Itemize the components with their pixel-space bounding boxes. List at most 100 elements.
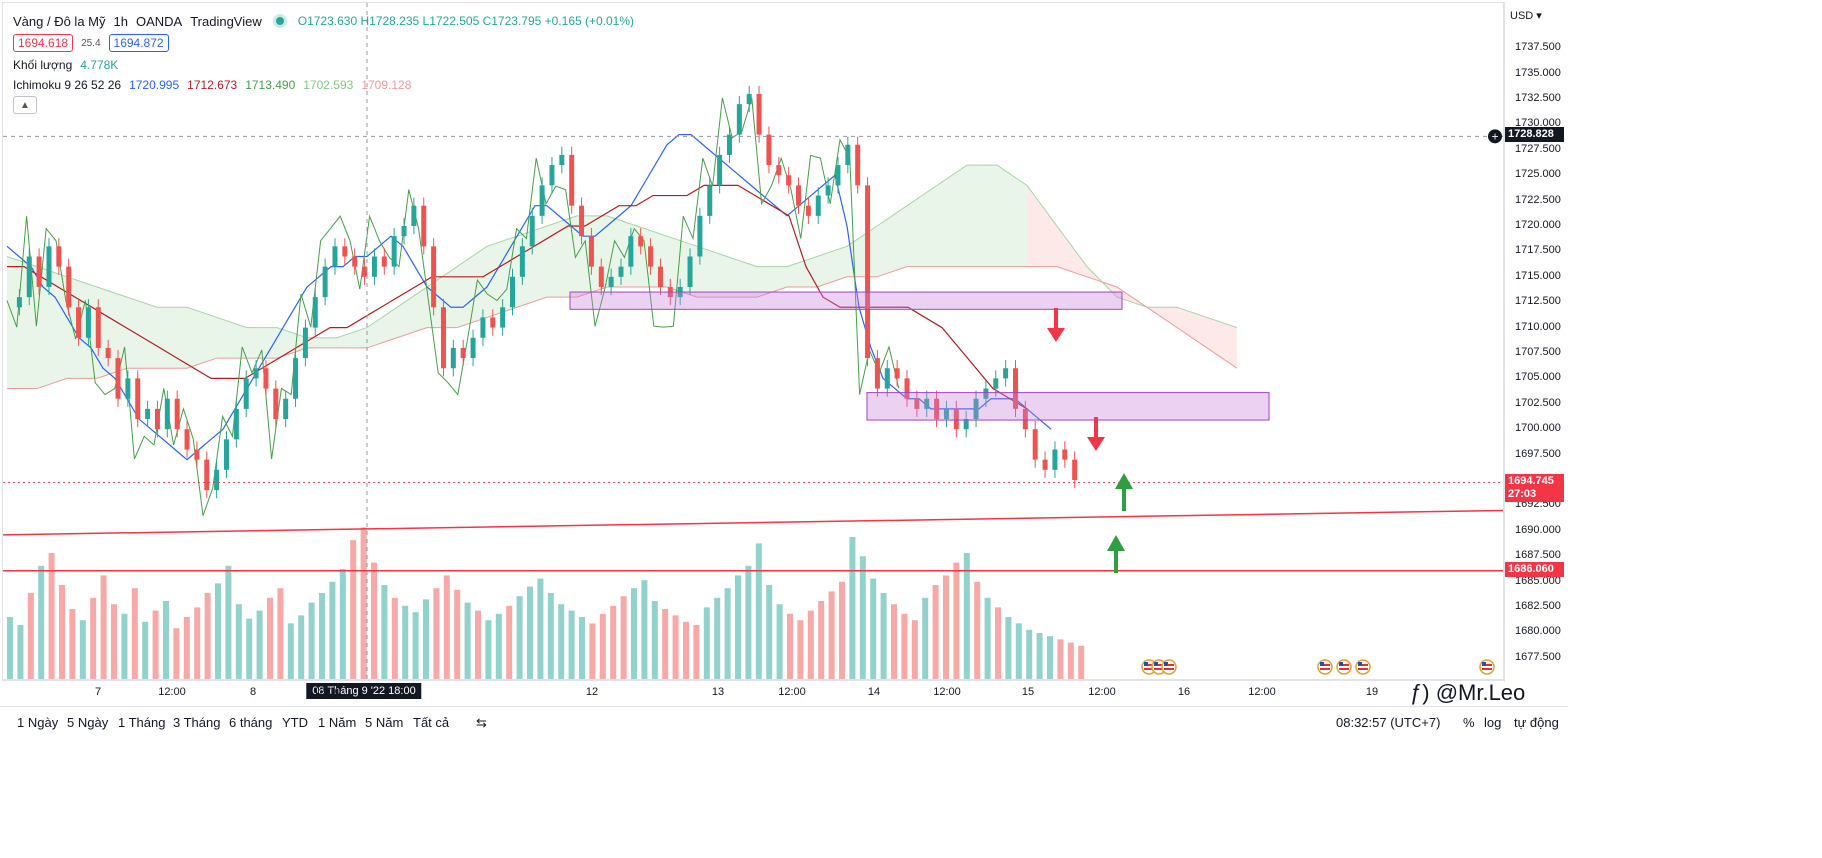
log-toggle[interactable]: log [1484, 715, 1502, 730]
range-5y[interactable]: 5 Năm [365, 715, 404, 730]
currency-selector[interactable]: USD ▾ [1510, 10, 1542, 22]
flag-canton [1164, 662, 1168, 666]
volume-bar [225, 565, 232, 679]
candle-body [559, 154, 565, 166]
candle-body [381, 256, 387, 267]
volume-bar [443, 575, 450, 679]
ichimoku-cloud-segment [877, 205, 907, 277]
volume-bar [922, 597, 929, 679]
candle-body [579, 205, 585, 237]
volume-bar [672, 615, 679, 679]
volume-bar [932, 585, 939, 679]
volume-bar [235, 604, 242, 679]
volume-label[interactable]: Khối lượng [13, 58, 73, 72]
range-ytd[interactable]: YTD [282, 715, 308, 730]
percent-toggle[interactable]: % [1463, 715, 1475, 730]
interval[interactable]: 1h [113, 13, 128, 29]
range-6m[interactable]: 6 tháng [229, 715, 273, 730]
time-label: 12:00 [778, 686, 806, 698]
candle-body [401, 226, 407, 237]
price-axis[interactable]: 1737.500 1735.000 1732.500 1730.000 1727.500… [1504, 2, 1567, 682]
range-1m[interactable]: 1 Tháng [118, 715, 166, 730]
candle-body [1062, 449, 1068, 460]
clock[interactable]: 08:32:57 (UTC+7) [1336, 715, 1441, 730]
candle-body [835, 165, 841, 186]
volume-bar [693, 625, 700, 679]
price-tick: 1697.500 [1515, 447, 1561, 460]
price-tick: 1700.000 [1515, 422, 1561, 435]
volume-bar [891, 604, 897, 679]
chart-area[interactable]: + Vàng / Đô la Mỹ 1h OANDA TradingView O… [2, 2, 1504, 680]
volume-bar [495, 613, 502, 679]
range-5d[interactable]: 5 Ngày [67, 715, 109, 730]
volume-bar [308, 602, 315, 679]
range-all[interactable]: Tất cả [413, 715, 450, 730]
trend-line [3, 509, 1503, 536]
price-tick: 1730.000 [1515, 117, 1561, 130]
candle-body [450, 347, 456, 369]
ichimoku-cloud-segment [397, 286, 427, 338]
price-tick: 1687.500 [1515, 549, 1561, 562]
time-label: 14 [867, 686, 881, 698]
supply-zone [866, 392, 1270, 421]
flag-stripe [1320, 664, 1330, 666]
volume-bar [984, 597, 991, 679]
candle-body [184, 429, 190, 450]
volume-value: 4.778K [80, 58, 119, 72]
ichimoku-cloud-segment [1057, 226, 1087, 277]
last-price-tag-countdown: 27:03 [1505, 486, 1564, 502]
candle-body [273, 388, 279, 420]
auto-toggle[interactable]: tự động [1514, 715, 1559, 730]
date-range-icon[interactable]: ⇆ [476, 715, 487, 730]
volume-bar [371, 562, 377, 679]
candle-body [470, 337, 476, 359]
volume-bar [787, 613, 793, 679]
volume-bar [911, 620, 918, 679]
volume-bar [745, 565, 752, 679]
range-1y[interactable]: 1 Năm [318, 715, 357, 730]
candle-body [233, 408, 239, 440]
ichimoku-label[interactable]: Ichimoku 9 26 52 26 [13, 78, 122, 92]
collapse-legend-button[interactable]: ▲ [13, 96, 37, 114]
candle-body [362, 266, 368, 277]
volume-bar [839, 581, 845, 679]
ichimoku-cloud-segment [817, 246, 847, 287]
up-arrow-2 [1107, 535, 1125, 573]
broker: OANDA [135, 13, 183, 29]
candle-body [85, 307, 91, 338]
arrow-head [1115, 473, 1133, 489]
candle-body [697, 215, 703, 257]
volume-bar [173, 628, 180, 679]
chart-svg[interactable]: + [3, 3, 1503, 679]
volume-bar [194, 607, 201, 679]
candle-body [529, 215, 535, 247]
volume-bar [963, 553, 970, 679]
candle-body [648, 246, 654, 267]
candle-body [884, 368, 890, 389]
candle-body [726, 134, 732, 155]
volume-bar [683, 621, 689, 679]
time-axis[interactable]: 08 Tháng 9 '22 18:00 7 12:00 8 12:00 12 13 12:… [2, 680, 1504, 705]
price-tick: 1712.500 [1515, 295, 1561, 308]
kijun-line [7, 184, 1028, 410]
range-3m[interactable]: 3 Tháng [173, 715, 221, 730]
flag-stripe [1144, 668, 1154, 670]
candle-body [480, 317, 486, 338]
volume-bar [714, 597, 721, 679]
time-label: 12:00 [1248, 686, 1276, 698]
volume-bar [48, 553, 55, 679]
range-1d[interactable]: 1 Ngày [17, 715, 59, 730]
candle-body [756, 93, 762, 135]
candle-body [154, 408, 160, 430]
flag-stripe [1482, 664, 1492, 666]
volume-bar [953, 562, 960, 679]
volume-bar [506, 605, 513, 679]
ichimoku-cloud-segment [1027, 185, 1057, 267]
symbol-name[interactable]: Vàng / Đô la Mỹ [13, 13, 106, 29]
ask-button[interactable]: 1694.872 [108, 34, 169, 52]
volume-bar [100, 575, 107, 679]
candle-body [263, 368, 269, 389]
ichimoku-cloud-segment [457, 246, 487, 328]
candle-body [1042, 459, 1048, 470]
bid-button[interactable]: 1694.618 [13, 34, 74, 52]
